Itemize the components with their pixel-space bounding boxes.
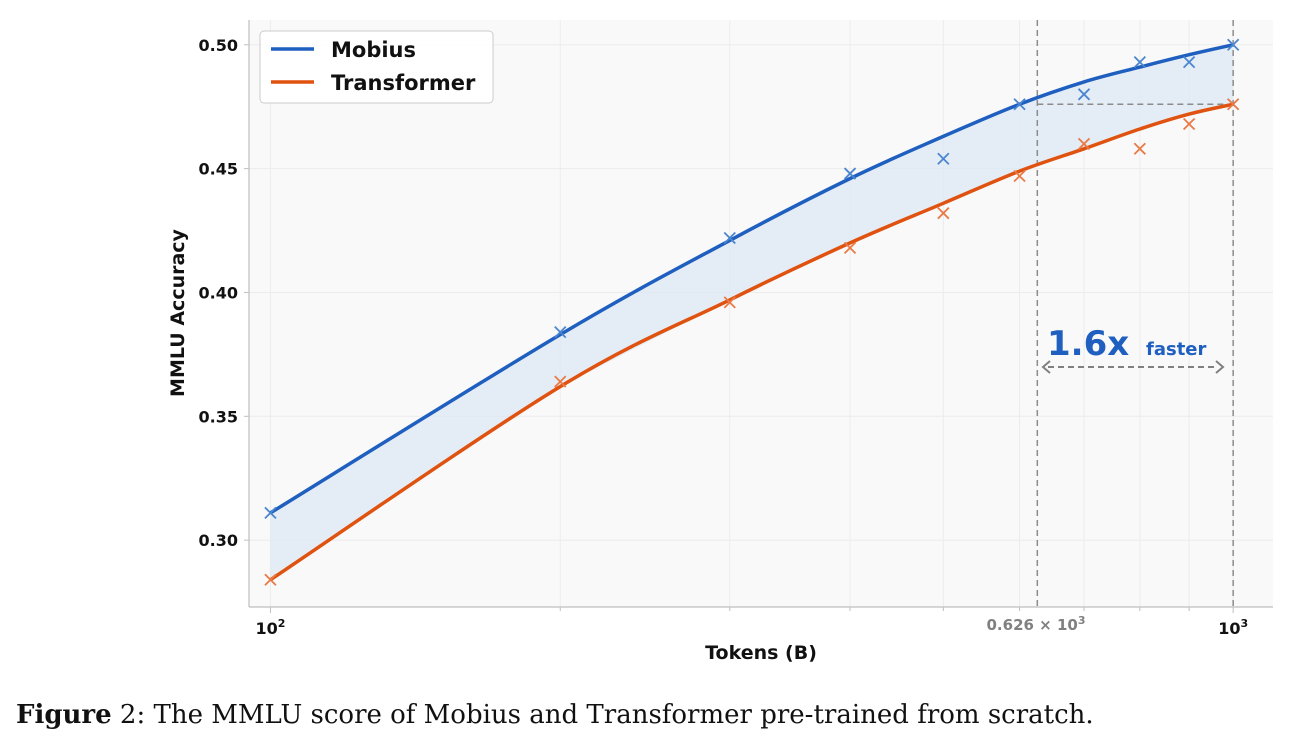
legend-label-transformer: Transformer bbox=[331, 71, 476, 95]
speedup-annotation: 1.6x faster 0.626 × 103 bbox=[987, 324, 1225, 634]
y-tick-label-1: 0.35 bbox=[199, 407, 238, 426]
reference-lines bbox=[1036, 20, 1234, 607]
y-tick-label-4: 0.50 bbox=[199, 36, 238, 55]
legend-box bbox=[259, 30, 494, 104]
point-mobius-800 bbox=[1133, 55, 1146, 69]
point-transformer-500 bbox=[937, 207, 950, 220]
annotation-small: faster bbox=[1146, 339, 1207, 360]
point-mobius-400 bbox=[843, 167, 857, 180]
caption-figure-label: Figure bbox=[16, 700, 112, 730]
point-transformer-900 bbox=[1182, 117, 1196, 131]
point-mobius-200 bbox=[554, 325, 567, 339]
y-tick-label-3: 0.45 bbox=[199, 160, 238, 179]
point-transformer-100 bbox=[264, 573, 277, 586]
point-mobius-600 bbox=[1013, 98, 1026, 111]
point-transformer-600 bbox=[1013, 169, 1026, 183]
point-mobius-100 bbox=[264, 506, 277, 520]
point-mobius-500 bbox=[937, 152, 950, 165]
y-tick-label-2: 0.40 bbox=[199, 283, 238, 302]
annotation-big: 1.6x bbox=[1047, 324, 1129, 364]
y-ticks: 0.30 0.35 0.40 0.45 0.50 bbox=[199, 36, 249, 550]
point-mobius-700 bbox=[1077, 88, 1091, 101]
ref-x-label: 0.626 × 103 bbox=[987, 614, 1086, 634]
legend-label-mobius: Mobius bbox=[331, 38, 416, 62]
legend: Mobius Transformer bbox=[259, 30, 494, 104]
point-transformer-200 bbox=[554, 375, 567, 388]
point-transformer-400 bbox=[843, 241, 857, 255]
x-axis-label: Tokens (B) bbox=[705, 642, 817, 664]
x-ticks: 102 103 bbox=[255, 607, 1248, 638]
point-mobius-1000 bbox=[1227, 38, 1240, 51]
figure-caption: Figure 2: The MMLU score of Mobius and T… bbox=[16, 700, 1094, 730]
y-tick-label-0: 0.30 bbox=[199, 531, 238, 550]
x-tick-label-1000: 103 bbox=[1218, 617, 1248, 638]
mmlu-chart: 0.30 0.35 0.40 0.45 0.50 102 103 Tokens (B) M… bbox=[167, 20, 1273, 664]
point-transformer-700 bbox=[1077, 137, 1091, 150]
annotation-arrow-right-head bbox=[1215, 360, 1225, 374]
axes bbox=[248, 20, 1273, 608]
series-line-transformer bbox=[269, 102, 1234, 582]
x-tick-label-100: 102 bbox=[255, 617, 285, 638]
point-transformer-1000 bbox=[1227, 98, 1240, 111]
caption-text: 2: The MMLU score of Mobius and Transfor… bbox=[111, 700, 1094, 730]
point-transformer-800 bbox=[1133, 142, 1146, 155]
point-mobius-300 bbox=[723, 231, 736, 245]
y-axis-label: MMLU Accuracy bbox=[167, 228, 189, 396]
annotation-arrow-left-head bbox=[1041, 360, 1051, 374]
fill-between-band bbox=[270, 44, 1234, 580]
series-layer bbox=[264, 38, 1240, 586]
point-mobius-900 bbox=[1182, 55, 1196, 69]
series-line-mobius bbox=[269, 43, 1234, 515]
point-transformer-300 bbox=[723, 296, 736, 309]
